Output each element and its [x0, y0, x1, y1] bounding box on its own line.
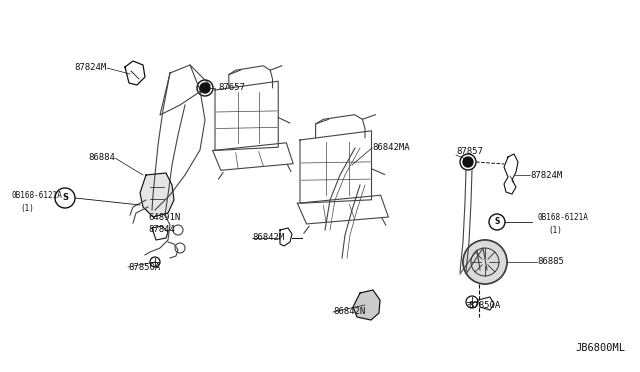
- Text: 87824M: 87824M: [75, 64, 107, 73]
- Text: 0B168-6121A: 0B168-6121A: [537, 214, 588, 222]
- Text: S: S: [62, 193, 68, 202]
- Text: 0B168-6121A: 0B168-6121A: [12, 192, 63, 201]
- Text: 86842MA: 86842MA: [372, 144, 410, 153]
- Text: 87657: 87657: [218, 83, 245, 93]
- Text: (1): (1): [548, 225, 562, 234]
- Text: S: S: [494, 218, 500, 227]
- Text: 87850A: 87850A: [468, 301, 500, 310]
- Text: 86884: 86884: [88, 154, 115, 163]
- Circle shape: [200, 83, 210, 93]
- Text: JB6800ML: JB6800ML: [575, 343, 625, 353]
- Circle shape: [463, 157, 473, 167]
- Polygon shape: [140, 173, 174, 217]
- Circle shape: [463, 240, 507, 284]
- Text: 86885: 86885: [537, 257, 564, 266]
- Polygon shape: [353, 290, 380, 320]
- Text: (1): (1): [20, 203, 34, 212]
- Text: 87844: 87844: [148, 224, 175, 234]
- Text: 87824M: 87824M: [530, 170, 563, 180]
- Text: 87857: 87857: [456, 148, 483, 157]
- Text: 64891N: 64891N: [148, 214, 180, 222]
- Text: 86842N: 86842N: [333, 308, 365, 317]
- Text: 87850A: 87850A: [128, 263, 160, 272]
- Text: 86842M: 86842M: [252, 234, 284, 243]
